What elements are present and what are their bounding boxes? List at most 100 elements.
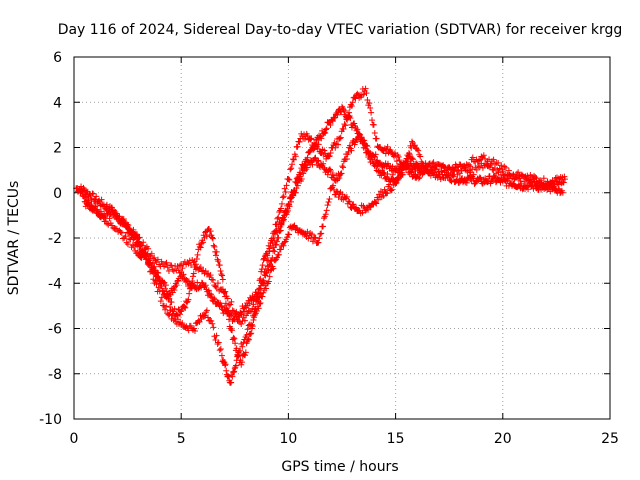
data-point (126, 235, 133, 242)
data-point (388, 187, 395, 194)
data-point (259, 278, 266, 285)
data-point (247, 330, 254, 337)
data-point (211, 243, 218, 250)
data-point (532, 174, 539, 181)
data-point (127, 236, 134, 243)
data-point (348, 147, 355, 154)
data-point (399, 169, 406, 176)
data-point (264, 252, 271, 259)
data-point (216, 347, 223, 354)
data-point (157, 278, 164, 285)
data-point (384, 171, 391, 178)
data-point (292, 189, 299, 196)
data-point (117, 228, 124, 235)
data-point (93, 193, 100, 200)
data-point (369, 156, 376, 163)
data-point (374, 162, 381, 169)
data-point (286, 231, 293, 238)
data-point (321, 147, 328, 154)
data-point (463, 179, 470, 186)
data-point (224, 307, 231, 314)
data-point (195, 317, 202, 324)
data-point (233, 357, 240, 364)
data-point (150, 264, 157, 271)
data-point (229, 373, 236, 380)
data-point (265, 278, 272, 285)
data-point (373, 200, 380, 207)
data-point (215, 258, 222, 265)
data-point (212, 337, 219, 344)
data-point (359, 136, 366, 143)
data-point (275, 214, 282, 221)
data-point (318, 230, 325, 237)
data-point (255, 298, 262, 305)
data-point (169, 312, 176, 319)
data-point (263, 257, 270, 264)
data-point (155, 284, 162, 291)
data-point (350, 201, 357, 208)
data-point (155, 274, 162, 281)
y-tick-label: 6 (53, 50, 62, 66)
data-point (140, 239, 147, 246)
data-point (368, 109, 375, 116)
data-point (148, 250, 155, 257)
data-point (78, 189, 85, 196)
data-point (414, 161, 421, 168)
data-point (97, 208, 104, 215)
data-point (241, 336, 248, 343)
y-tick-label: -2 (48, 231, 62, 247)
data-point (394, 176, 401, 183)
data-point (233, 362, 240, 369)
data-point (222, 288, 229, 295)
data-point (362, 85, 369, 92)
data-point (352, 95, 359, 102)
data-point (495, 160, 502, 167)
data-point (343, 156, 350, 163)
data-point (171, 287, 178, 294)
data-point (362, 142, 369, 149)
data-point (320, 215, 327, 222)
data-point (288, 198, 295, 205)
data-point (225, 373, 232, 380)
data-point (202, 313, 209, 320)
data-point (550, 180, 557, 187)
data-point (335, 141, 342, 148)
x-tick-labels: 0 5 10 15 20 25 (70, 431, 619, 447)
data-point (345, 149, 352, 156)
data-point (349, 99, 356, 106)
data-point (338, 170, 345, 177)
data-point (453, 168, 460, 175)
data-point (271, 228, 278, 235)
data-point (389, 171, 396, 178)
data-point (248, 308, 255, 315)
data-point (517, 178, 524, 185)
data-point (173, 282, 180, 289)
data-point (561, 173, 568, 180)
data-point (395, 153, 402, 160)
data-point (372, 151, 379, 158)
data-point (144, 259, 151, 266)
data-point (490, 156, 497, 163)
data-point (323, 125, 330, 132)
data-point (135, 235, 142, 241)
data-point (181, 303, 188, 310)
data-point (205, 314, 211, 321)
data-point (409, 155, 416, 162)
data-point (325, 153, 332, 160)
data-point (308, 135, 315, 142)
data-point (210, 324, 217, 331)
data-point (327, 150, 334, 157)
data-point (212, 252, 219, 259)
data-point (275, 251, 282, 258)
data-point (78, 188, 85, 195)
data-point (255, 286, 262, 293)
data-point (551, 181, 558, 188)
data-point (257, 285, 264, 292)
data-point (111, 207, 118, 214)
data-point (179, 265, 186, 272)
data-point (489, 177, 496, 184)
y-tick-label: -8 (48, 367, 62, 383)
data-point (342, 107, 349, 114)
data-point (267, 239, 274, 246)
data-point (289, 156, 296, 163)
